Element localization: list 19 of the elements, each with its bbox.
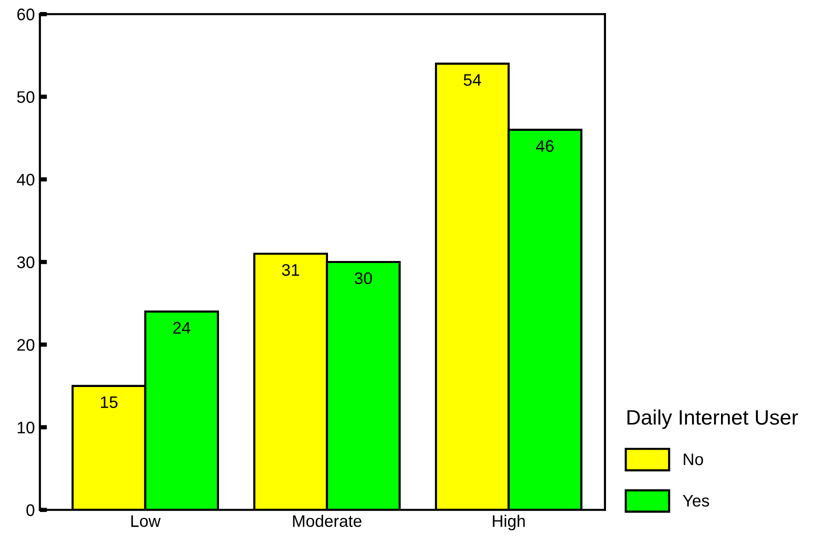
x-tick-label: Low [131, 515, 161, 527]
y-tick-label: 0 [26, 504, 34, 516]
data-label: 30 [354, 272, 372, 284]
data-label: 24 [173, 322, 190, 334]
y-tick-label: 20 [17, 339, 34, 351]
legend-label: Yes [682, 494, 710, 507]
y-tick-label: 50 [17, 91, 34, 103]
legend-title: Daily Internet User [627, 409, 798, 429]
data-label: 46 [536, 140, 554, 152]
y-tick-label: 40 [16, 174, 34, 186]
data-label: 31 [282, 264, 300, 276]
legend-label: No [684, 454, 704, 466]
y-tick-label: 10 [18, 422, 34, 434]
x-tick-label: Moderate [293, 514, 362, 527]
x-tick-label: High [492, 514, 525, 530]
data-label: 54 [464, 74, 482, 86]
y-tick-label: 30 [17, 256, 34, 268]
data-label: 15 [100, 396, 118, 408]
y-tick-label: 60 [17, 8, 34, 20]
